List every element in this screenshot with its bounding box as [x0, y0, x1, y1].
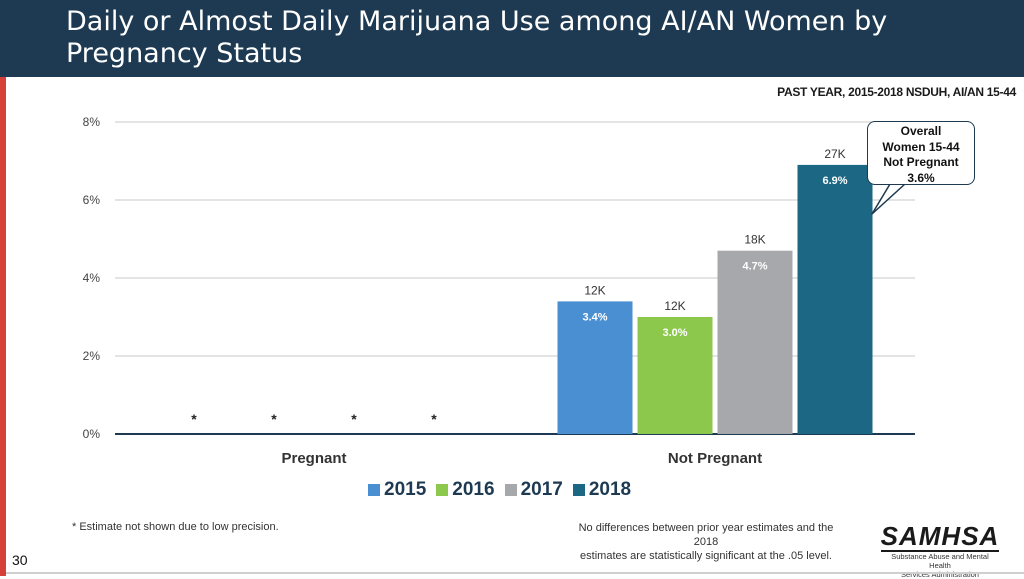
chart-legend: 2015 2016 2017 2018 [368, 479, 631, 501]
bottom-divider [6, 572, 1024, 574]
overall-callout: Overall Women 15-44 Not Pregnant 3.6% [867, 121, 975, 185]
footnote-significance: No differences between prior year estima… [566, 521, 846, 563]
bar-count-label-not-pregnant-2016: 12K [664, 299, 685, 313]
legend-swatch-2017 [504, 484, 517, 496]
callout-pointer [871, 183, 906, 215]
callout-line-1: Overall [900, 124, 942, 138]
chart-subtitle: PAST YEAR, 2015-2018 NSDUH, AI/AN 15-44 [777, 85, 1016, 99]
y-tick-label-4: 4% [83, 271, 101, 285]
samhsa-logo-subtitle-2: Services Administration [901, 570, 979, 579]
legend-item-2018: 2018 [572, 479, 632, 501]
category-label-pregnant: Pregnant [281, 450, 346, 467]
legend-label-2018: 2018 [588, 479, 632, 500]
legend-label-2017: 2017 [520, 479, 563, 500]
y-tick-label-2: 2% [83, 349, 101, 363]
legend-label-2016: 2016 [452, 479, 495, 500]
left-accent-bar [0, 0, 6, 576]
footnote-significance-line-1: No differences between prior year estima… [578, 522, 834, 548]
bar-not-pregnant-2018 [797, 164, 873, 434]
legend-item-2016: 2016 [436, 479, 495, 501]
samhsa-logo-wordmark: SAMHSA [880, 521, 1000, 552]
legend-label-2015: 2015 [384, 479, 427, 500]
legend-swatch-2016 [436, 484, 449, 496]
bar-value-label-not-pregnant-2016: 3.0% [662, 327, 687, 339]
y-tick-label-0: 0% [83, 427, 101, 441]
bar-not-pregnant-2017 [717, 250, 793, 434]
samhsa-logo: SAMHSA Substance Abuse and Mental Health… [880, 522, 1000, 579]
callout-line-4: 3.6% [907, 170, 935, 185]
callout-line-2: Women 15-44 [882, 139, 960, 154]
suppressed-marker-pregnant-2018: * [431, 411, 437, 427]
bar-not-pregnant-2015 [557, 301, 633, 434]
category-label-not-pregnant: Not Pregnant [668, 450, 762, 467]
footnote-significance-line-2: estimates are statistically significant … [580, 550, 832, 562]
legend-swatch-2018 [572, 484, 585, 496]
bar-not-pregnant-2016 [637, 317, 713, 434]
bar-value-label-not-pregnant-2015: 3.4% [582, 311, 607, 323]
bar-count-label-not-pregnant-2015: 12K [584, 283, 605, 297]
callout-line-3: Not Pregnant [883, 155, 959, 169]
bar-value-label-not-pregnant-2017: 4.7% [742, 261, 767, 273]
page-number: 30 [12, 552, 28, 568]
y-tick-label-6: 6% [83, 193, 101, 207]
legend-swatch-2015 [368, 484, 380, 496]
suppressed-marker-pregnant-2016: * [271, 411, 277, 427]
bar-count-label-not-pregnant-2017: 18K [744, 233, 765, 247]
legend-item-2015: 2015 [368, 479, 426, 501]
footnote-low-precision: * Estimate not shown due to low precisio… [72, 521, 279, 533]
legend-item-2017: 2017 [504, 479, 563, 501]
suppressed-marker-pregnant-2015: * [191, 411, 197, 427]
page-title: Daily or Almost Daily Marijuana Use amon… [66, 6, 888, 69]
bar-value-label-not-pregnant-2018: 6.9% [822, 175, 847, 187]
header-banner: Daily or Almost Daily Marijuana Use amon… [0, 0, 1024, 77]
y-tick-label-8: 8% [83, 115, 101, 129]
suppressed-marker-pregnant-2017: * [351, 411, 357, 427]
bar-count-label-not-pregnant-2018: 27K [824, 147, 845, 161]
samhsa-logo-subtitle-1: Substance Abuse and Mental Health [891, 552, 989, 570]
